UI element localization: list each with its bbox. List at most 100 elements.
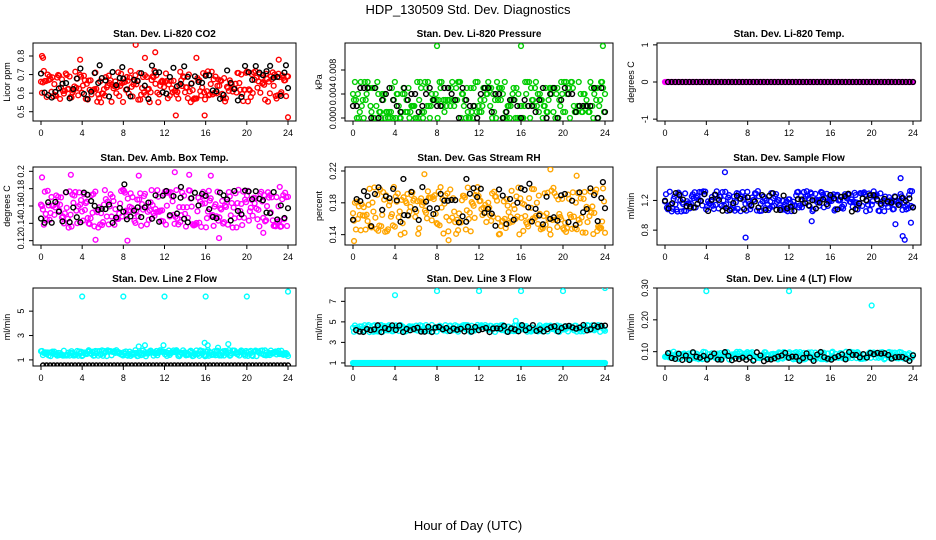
y-axis-label: percent — [314, 190, 324, 221]
data-point — [881, 78, 888, 86]
data-point — [471, 214, 478, 222]
data-point — [212, 201, 219, 208]
data-point — [809, 197, 816, 204]
data-point — [243, 293, 250, 300]
data-point — [840, 201, 848, 208]
data-point — [693, 353, 700, 360]
data-point — [810, 357, 817, 364]
data-point — [568, 78, 576, 86]
data-point — [401, 84, 408, 92]
data-point — [92, 188, 99, 195]
data-point — [237, 207, 244, 215]
data-point — [594, 218, 601, 225]
data-point — [231, 85, 238, 93]
data-point — [446, 96, 453, 104]
data-point — [870, 191, 877, 199]
data-point — [697, 197, 705, 205]
data-point — [387, 108, 395, 116]
data-point — [57, 362, 64, 366]
x-tick-label: 4 — [80, 128, 85, 138]
data-point — [88, 197, 95, 205]
x-tick-label: 20 — [242, 128, 252, 138]
data-point — [149, 202, 156, 209]
data-point — [712, 191, 719, 198]
data-point — [742, 234, 749, 241]
data-point — [163, 90, 170, 97]
data-point — [127, 67, 134, 75]
data-point — [785, 288, 793, 295]
data-point — [897, 175, 904, 182]
data-point — [357, 84, 364, 92]
data-point — [349, 90, 357, 98]
data-point — [463, 218, 470, 225]
data-point — [186, 187, 193, 194]
data-point — [156, 218, 163, 225]
y-tick-label: 3 — [16, 333, 26, 338]
data-point — [492, 90, 499, 98]
data-point — [506, 195, 514, 203]
data-point — [353, 102, 360, 110]
data-point — [472, 323, 479, 331]
data-point — [205, 187, 212, 194]
y-tick-label: 1 — [328, 360, 338, 365]
x-tick-label: 24 — [908, 128, 918, 138]
data-point — [587, 326, 594, 333]
data-point — [559, 195, 566, 202]
data-point — [160, 362, 167, 366]
data-point — [751, 198, 758, 205]
data-point — [762, 206, 769, 214]
data-point — [113, 214, 120, 221]
data-point — [432, 210, 439, 217]
data-point — [895, 78, 902, 86]
data-point — [840, 205, 847, 212]
data-point — [850, 198, 857, 205]
data-point — [470, 102, 477, 110]
data-point — [38, 202, 46, 210]
data-point — [775, 353, 782, 360]
data-point — [245, 69, 252, 76]
data-point — [416, 96, 423, 104]
data-point — [270, 362, 277, 366]
data-point — [181, 89, 189, 96]
data-point — [381, 324, 389, 332]
data-point — [707, 353, 714, 360]
data-point — [116, 74, 123, 82]
data-point — [447, 186, 454, 193]
data-point — [417, 328, 425, 335]
data-point — [746, 78, 753, 86]
data-point — [357, 197, 364, 205]
data-point — [573, 325, 580, 332]
data-point — [99, 219, 107, 226]
data-point — [64, 362, 72, 366]
data-point — [863, 197, 870, 204]
data-point — [73, 84, 80, 91]
data-point — [498, 84, 505, 92]
data-point — [901, 236, 908, 243]
x-tick-label: 8 — [434, 252, 439, 262]
data-point — [601, 359, 609, 366]
data-point — [867, 78, 874, 86]
data-point — [525, 102, 532, 110]
data-point — [371, 84, 379, 92]
data-point — [102, 77, 109, 84]
data-point — [123, 213, 130, 220]
data-point — [39, 206, 47, 213]
data-point — [157, 362, 164, 366]
data-point — [485, 78, 492, 86]
data-point — [704, 356, 711, 363]
data-point — [459, 84, 466, 92]
data-point — [408, 90, 415, 98]
data-point — [375, 184, 382, 191]
data-point — [558, 96, 565, 104]
x-tick-label: 24 — [600, 252, 610, 262]
data-point — [354, 90, 361, 98]
data-point — [470, 202, 477, 209]
data-point — [477, 96, 484, 104]
data-point — [866, 192, 873, 199]
data-point — [817, 348, 824, 356]
x-tick-label: 12 — [159, 373, 169, 383]
data-point — [591, 90, 598, 98]
data-point — [166, 73, 173, 81]
data-point — [758, 191, 766, 199]
data-point — [440, 230, 447, 237]
